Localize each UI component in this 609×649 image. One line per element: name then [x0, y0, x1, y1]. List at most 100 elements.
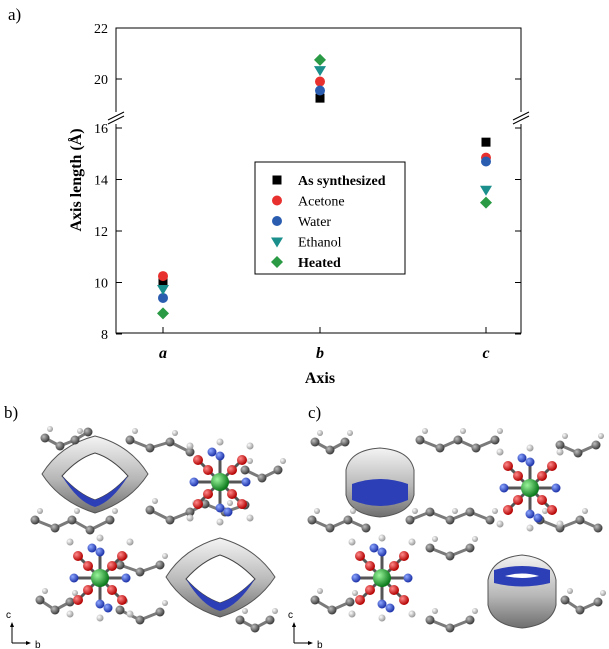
legend-label: Acetone [298, 195, 345, 210]
axes-indicator-b: c b [6, 610, 41, 649]
atom [95, 599, 105, 609]
atom [378, 534, 386, 542]
atom [241, 477, 251, 487]
chart-area: Axis length (Å) Axis 8 10 12 14 16 20 22 a b c A… [67, 22, 530, 387]
axis-break-gap-right [513, 112, 529, 124]
atom [227, 465, 237, 475]
atom [70, 435, 80, 445]
atom [317, 588, 323, 594]
atom [352, 590, 358, 596]
atom [227, 500, 233, 506]
atom [55, 441, 65, 451]
legend-marker [272, 216, 282, 226]
y-tick-label: 14 [94, 174, 108, 189]
atom [325, 445, 335, 455]
data-points [157, 53, 492, 320]
atom [351, 573, 361, 583]
data-point-heated [480, 196, 492, 209]
atom [465, 615, 475, 625]
atom [50, 523, 60, 533]
atom [240, 465, 250, 475]
atom [65, 597, 75, 607]
x-axis-title: Axis [305, 370, 335, 387]
atom [47, 426, 53, 432]
atom [257, 473, 267, 483]
atom [377, 547, 387, 557]
data-point-water [315, 85, 325, 96]
legend-label: Water [298, 215, 331, 230]
atom [162, 553, 168, 559]
atom [496, 448, 504, 456]
atom [83, 561, 93, 571]
atom [472, 608, 478, 614]
y-tick-label: 12 [94, 225, 108, 240]
atom [117, 551, 127, 561]
atom [273, 465, 283, 475]
atom [537, 495, 547, 505]
atom [135, 567, 145, 577]
atom [503, 505, 513, 515]
legend-label: Heated [298, 256, 341, 271]
atom [327, 605, 337, 615]
atom [365, 561, 375, 571]
atom [347, 430, 353, 436]
atom [600, 590, 606, 596]
atom [345, 597, 355, 607]
x-tick-label: b [316, 345, 324, 362]
atom [37, 508, 43, 514]
atom [155, 607, 165, 617]
atom [112, 508, 118, 514]
atom [445, 515, 455, 525]
atom [492, 508, 498, 514]
atom [573, 448, 583, 458]
atom [513, 471, 523, 481]
atom [145, 505, 155, 515]
atom [165, 437, 175, 447]
atom [369, 543, 379, 553]
atom [582, 508, 588, 514]
axis-c-label-c: c [288, 610, 293, 621]
atom [365, 585, 375, 595]
atom [445, 623, 455, 633]
plot-frame [115, 27, 522, 334]
y-tick-label: 20 [94, 73, 108, 88]
atom [235, 615, 245, 625]
molecular-network-b [30, 426, 286, 633]
atom [542, 508, 548, 514]
atom [445, 551, 455, 561]
atom [185, 447, 195, 457]
atom [189, 477, 199, 487]
atom [465, 507, 475, 517]
atom [415, 435, 425, 445]
atom [503, 461, 513, 471]
atom [525, 457, 535, 467]
atom [200, 499, 210, 509]
atom [30, 515, 40, 525]
axis-b-label-b: b [35, 640, 41, 649]
atom [50, 605, 60, 615]
atom [517, 453, 527, 463]
pore-surface-b1 [41, 435, 149, 514]
atom [126, 538, 134, 546]
atom [77, 428, 83, 434]
atom [265, 615, 275, 625]
axes-indicator-c: c b [288, 610, 323, 649]
atom [103, 603, 113, 613]
atom [593, 597, 603, 607]
atom [42, 588, 48, 594]
atom [378, 614, 386, 622]
data-point-acetone [158, 271, 168, 282]
legend-label: Ethanol [298, 236, 342, 251]
data-point-as-synthesized [481, 137, 491, 147]
atom [186, 514, 194, 522]
data-point-as-synthesized [315, 93, 325, 103]
atom [83, 427, 93, 437]
atom [126, 610, 134, 618]
atom [485, 515, 495, 525]
atom [66, 538, 74, 546]
atom [537, 471, 547, 481]
atom [162, 600, 168, 606]
atom [85, 525, 95, 535]
atom [405, 515, 415, 525]
